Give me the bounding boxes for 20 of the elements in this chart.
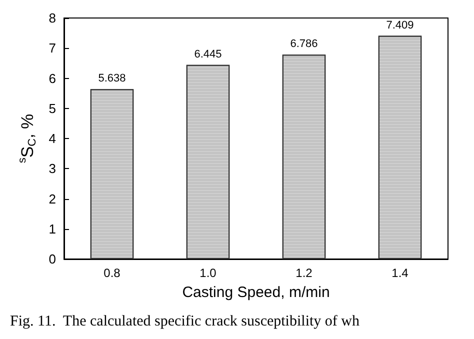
y-tick-label: 3 [48,161,56,176]
x-tick-label: 1.2 [296,266,313,280]
y-tick-label: 1 [48,221,56,236]
caption: Fig. 11. The calculated specific crack susceptibility of wh [10,314,360,330]
y-tick-label: 4 [48,131,56,146]
y-tick-label: 6 [48,70,56,86]
x-axis-title: Casting Speed, m/min [182,284,330,301]
y-tick-label: 5 [48,100,56,116]
y-tick-label: 8 [48,10,56,26]
x-tick-label: 0.8 [104,266,121,280]
data-label: 5.638 [98,72,126,85]
data-label: 6.786 [290,38,318,50]
x-tick-label: 1.4 [392,266,409,280]
y-tick-label: 2 [48,191,56,206]
x-tick-label: 1.0 [200,266,217,280]
y-tick-label: 7 [48,40,56,56]
data-label: 6.445 [194,48,222,60]
y-tick-label: 0 [48,252,56,266]
y-axis-title: sSC, % [16,114,38,164]
data-label: 7.409 [386,19,414,32]
